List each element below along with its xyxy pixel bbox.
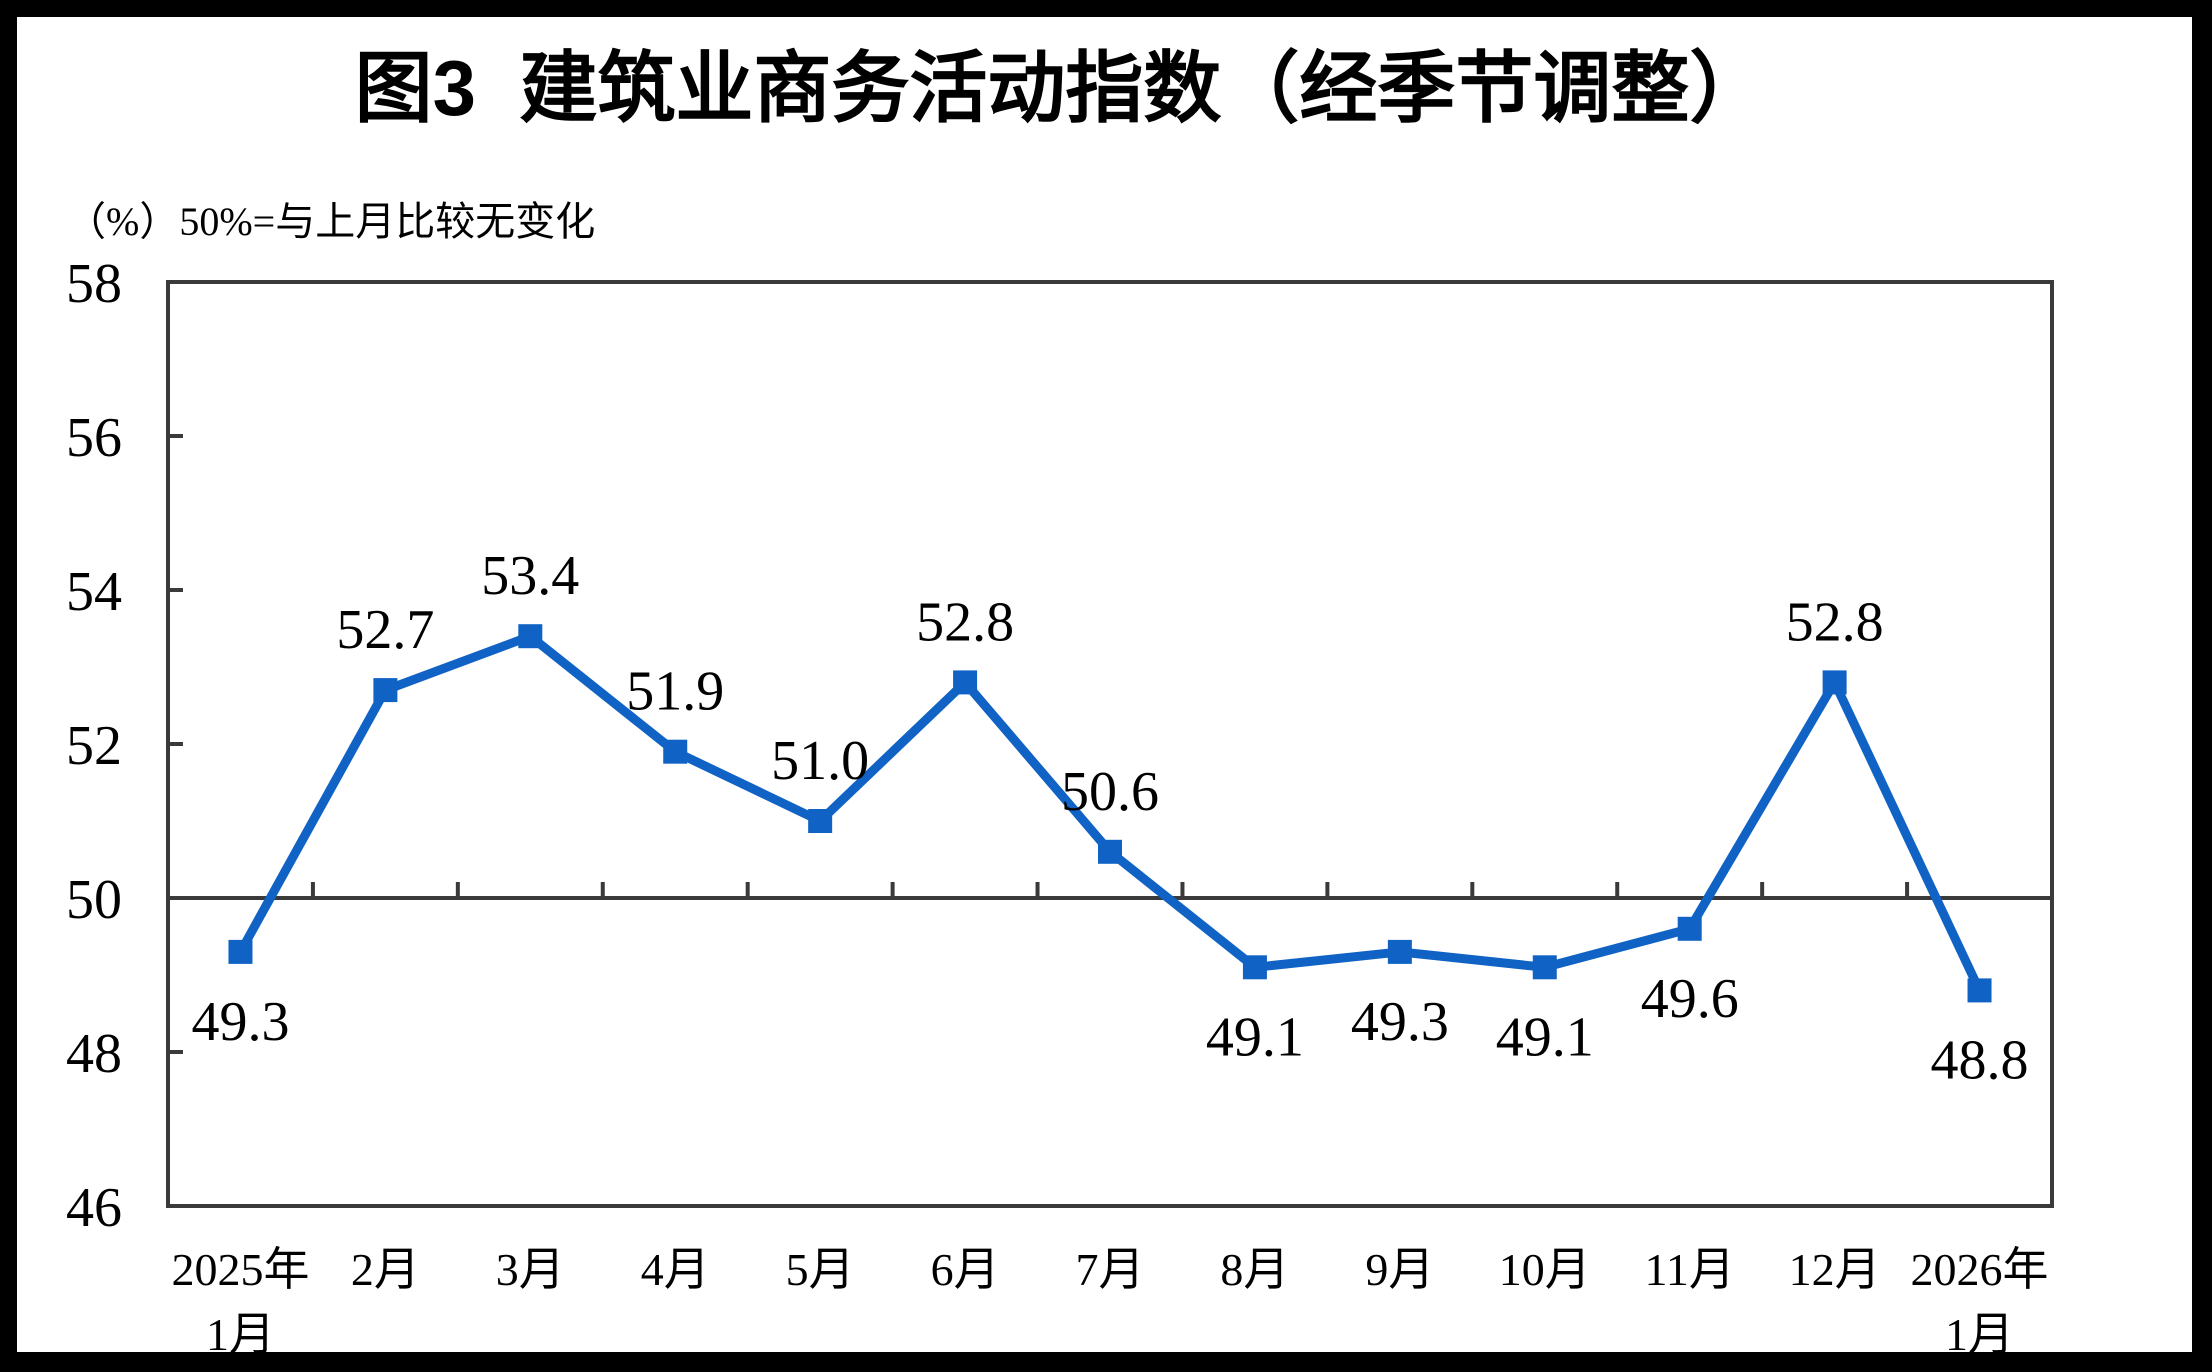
plot-border [166,280,2054,1208]
data-point-marker [953,670,978,695]
y-axis-label: 54 [66,561,122,623]
y-axis-label: 52 [66,715,122,777]
x-axis-label: 11月 [1645,1244,1735,1295]
data-point-marker [1098,839,1122,864]
frame-border-right [2192,0,2212,1372]
data-point-label: 50.6 [1061,761,1159,823]
data-point-marker [808,809,833,833]
x-axis-label: 2月 [351,1244,420,1295]
x-axis-label: 2025年 [171,1244,309,1295]
data-point-label: 53.4 [481,545,579,607]
x-axis-label: 9月 [1365,1244,1434,1295]
y-axis-label: 46 [66,1177,122,1239]
data-point-marker [1387,939,1412,964]
frame-border-bottom [0,1352,2212,1372]
y-axis-label: 56 [66,407,122,469]
data-point-marker [1532,955,1557,980]
data-point-label: 51.9 [626,661,724,723]
data-point-label: 52.8 [1786,591,1884,653]
x-axis-label: 12月 [1789,1244,1881,1295]
x-axis-label: 10月 [1499,1244,1591,1295]
frame-border-top [0,0,2212,17]
x-axis-label: 5月 [786,1244,855,1295]
data-point-marker [518,624,543,649]
data-point-label: 49.1 [1496,1006,1594,1068]
data-point-marker [1242,955,1267,980]
y-axis-label: 58 [66,253,122,315]
chart-unit-note: （%）50%=与上月比较无变化 [66,199,596,244]
x-axis-label: 1月 [206,1309,275,1360]
data-point-marker [663,739,688,764]
data-point-marker [373,678,398,703]
x-axis-label: 8月 [1220,1244,1289,1295]
data-point-label: 51.0 [771,730,869,792]
x-axis-label: 6月 [931,1244,1000,1295]
data-point-label: 49.3 [191,991,289,1053]
data-point-marker [1677,916,1702,941]
data-point-label: 48.8 [1931,1029,2029,1091]
data-point-marker [1822,670,1847,695]
x-axis-label: 7月 [1076,1244,1145,1295]
x-axis-label: 4月 [641,1244,710,1295]
frame-border-left [0,0,17,1372]
x-axis-label: 1月 [1945,1309,2014,1360]
data-point-marker [228,939,253,964]
data-point-marker [1967,978,1992,1003]
data-point-label: 52.7 [336,599,434,661]
x-axis-label: 2026年 [1911,1244,2049,1295]
data-point-label: 49.1 [1206,1006,1304,1068]
y-axis-label: 48 [66,1023,122,1085]
y-axis-label: 50 [66,869,122,931]
data-point-label: 49.3 [1351,991,1449,1053]
x-axis-label: 3月 [496,1244,565,1295]
data-point-label: 52.8 [916,591,1014,653]
chart-title: 图3 建筑业商务活动指数（经季节调整） [354,44,1768,132]
data-point-label: 49.6 [1641,968,1739,1030]
